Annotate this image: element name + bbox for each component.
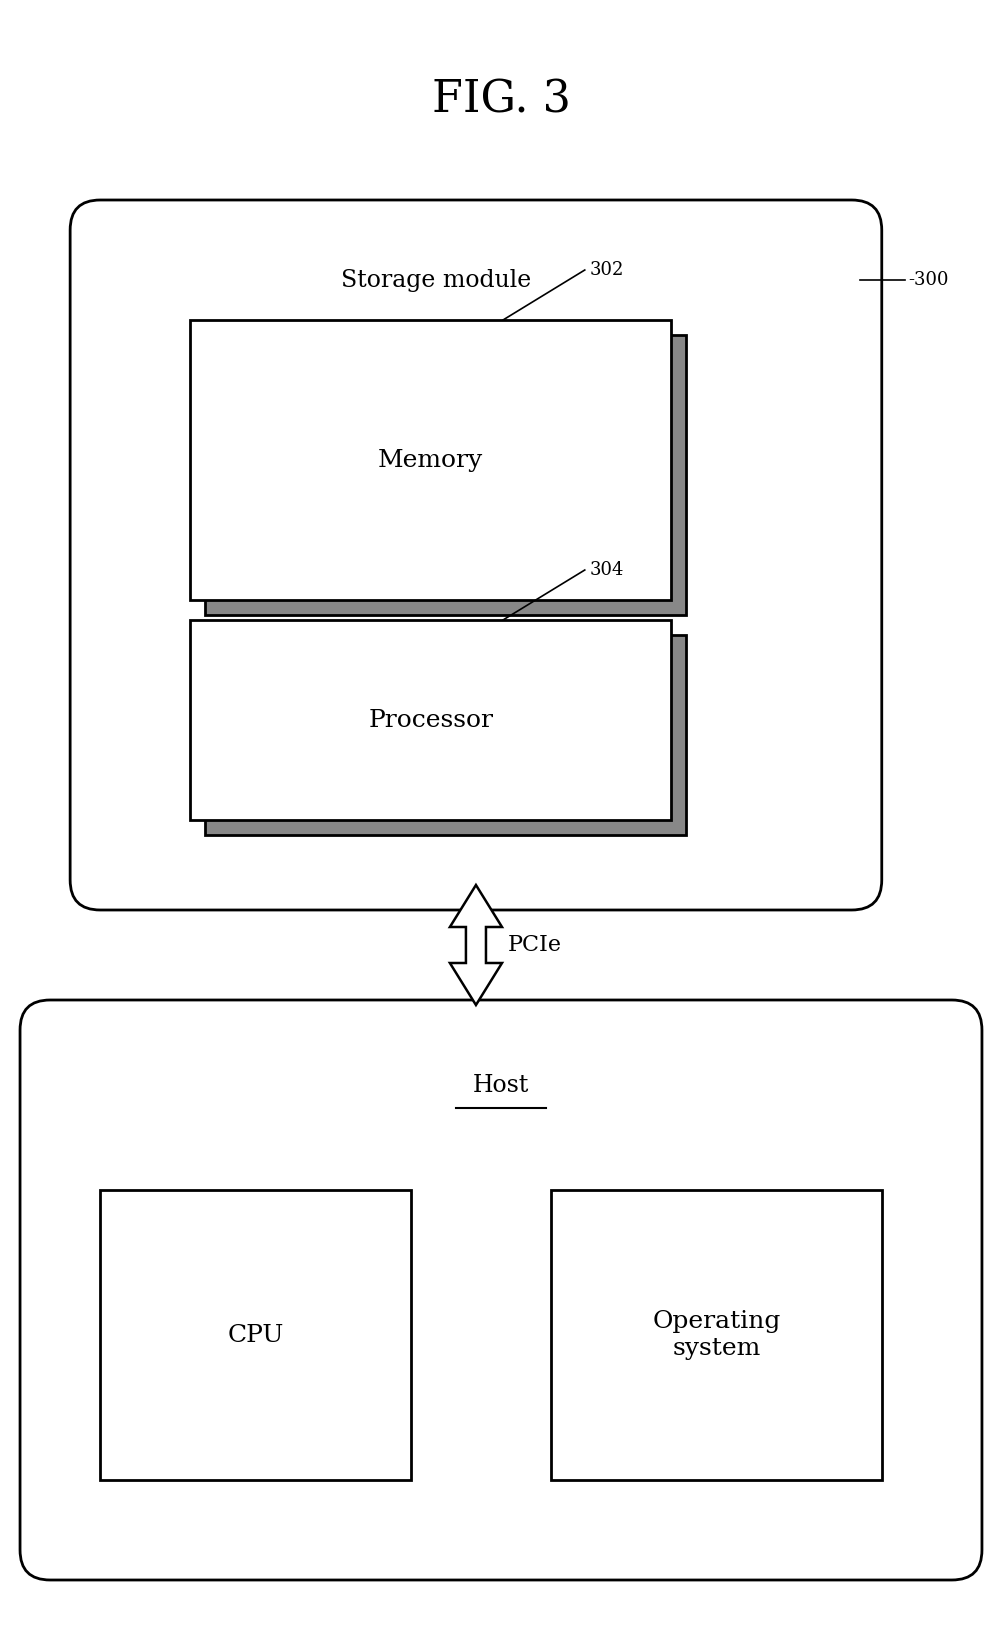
Text: CPU: CPU <box>227 1324 284 1346</box>
Text: PCIe: PCIe <box>508 934 562 957</box>
Text: Storage module: Storage module <box>341 269 531 292</box>
FancyBboxPatch shape <box>70 200 882 910</box>
Polygon shape <box>450 885 502 1006</box>
Text: 302: 302 <box>590 261 624 279</box>
FancyBboxPatch shape <box>100 1190 411 1480</box>
FancyBboxPatch shape <box>551 1190 882 1480</box>
Text: 304: 304 <box>590 561 624 579</box>
Text: Host: Host <box>473 1074 529 1097</box>
FancyBboxPatch shape <box>205 336 686 615</box>
FancyBboxPatch shape <box>205 636 686 835</box>
Text: Processor: Processor <box>369 709 493 732</box>
FancyBboxPatch shape <box>190 319 671 600</box>
Text: Memory: Memory <box>378 448 484 471</box>
Text: Operating
system: Operating system <box>652 1311 781 1359</box>
Text: FIG. 3: FIG. 3 <box>432 78 570 122</box>
FancyBboxPatch shape <box>20 999 982 1579</box>
FancyBboxPatch shape <box>190 619 671 820</box>
Text: -300: -300 <box>908 271 948 289</box>
